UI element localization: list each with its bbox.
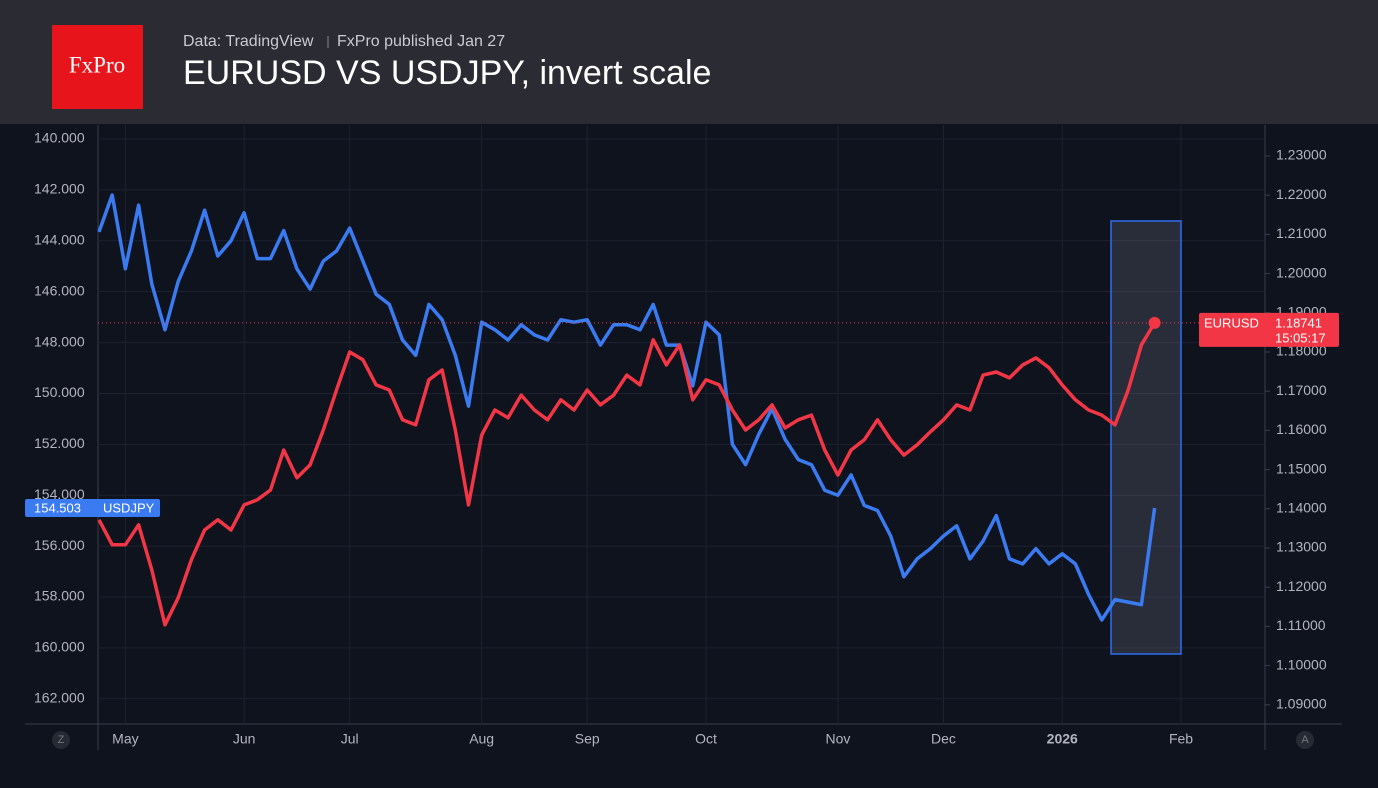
y-tick-label: 154.000 bbox=[34, 486, 85, 502]
y-tick-label: 150.000 bbox=[34, 384, 85, 400]
last-value: 154.503 bbox=[34, 500, 81, 515]
y-tick-label: 148.000 bbox=[34, 333, 85, 349]
logo-box bbox=[52, 25, 143, 109]
y-tick-label: 158.000 bbox=[34, 588, 85, 604]
y-tick-label: 152.000 bbox=[34, 435, 85, 451]
x-tick-label: May bbox=[112, 731, 138, 747]
y2-tick-label: 1.16000 bbox=[1276, 421, 1327, 437]
x-tick-label: Nov bbox=[825, 731, 850, 747]
price-tag bbox=[1199, 312, 1339, 347]
y2-tick-label: 1.13000 bbox=[1276, 539, 1327, 555]
y2-tick-label: 1.14000 bbox=[1276, 499, 1327, 515]
y2-tick-label: 1.15000 bbox=[1276, 460, 1327, 476]
last-value: 1.18741 bbox=[1275, 315, 1322, 330]
y2-tick-label: 1.10000 bbox=[1276, 656, 1327, 672]
y-tick-label: 162.000 bbox=[34, 690, 85, 706]
y-tick-label: 140.000 bbox=[34, 130, 85, 146]
y-tick-label: 142.000 bbox=[34, 181, 85, 197]
y2-tick-label: 1.23000 bbox=[1276, 147, 1327, 163]
x-tick-label: 2026 bbox=[1047, 731, 1078, 747]
y-tick-label: 156.000 bbox=[34, 537, 85, 553]
x-tick-label: Feb bbox=[1169, 731, 1193, 747]
corner-label: A bbox=[1301, 734, 1309, 746]
corner-label: Z bbox=[58, 734, 65, 746]
y2-tick-label: 1.11000 bbox=[1276, 617, 1326, 633]
y2-tick-label: 1.17000 bbox=[1276, 382, 1327, 398]
y-tick-label: 144.000 bbox=[34, 231, 85, 247]
x-tick-label: Dec bbox=[931, 731, 956, 747]
last-point bbox=[1148, 316, 1161, 329]
line-series bbox=[97, 193, 1157, 622]
series-name: EURUSD bbox=[1204, 315, 1259, 330]
series-name: USDJPY bbox=[103, 500, 155, 515]
header bbox=[0, 0, 1378, 124]
corner-button[interactable] bbox=[52, 731, 70, 749]
countdown: 15:05:17 bbox=[1275, 330, 1326, 345]
y-tick-label: 160.000 bbox=[34, 639, 85, 655]
y-tick-label: 146.000 bbox=[34, 282, 85, 298]
source: Data: TradingView bbox=[183, 33, 314, 50]
price-tag bbox=[25, 499, 160, 518]
y2-tick-label: 1.09000 bbox=[1276, 695, 1327, 711]
highlight-box bbox=[1110, 220, 1182, 655]
corner-button[interactable] bbox=[1296, 731, 1314, 749]
x-tick-label: Aug bbox=[469, 731, 494, 747]
x-tick-label: Jul bbox=[341, 731, 359, 747]
y2-tick-label: 1.12000 bbox=[1276, 578, 1327, 594]
x-tick-label: Oct bbox=[695, 731, 717, 747]
chart-title: EURUSD VS USDJPY, invert scale bbox=[183, 54, 711, 92]
y2-tick-label: 1.21000 bbox=[1276, 225, 1327, 241]
y2-tick-label: 1.22000 bbox=[1276, 186, 1327, 202]
line-series bbox=[97, 321, 1157, 627]
x-tick-label: Jun bbox=[233, 731, 256, 747]
logo: FxPro bbox=[69, 52, 125, 77]
x-tick-label: Sep bbox=[575, 731, 600, 747]
y2-tick-label: 1.20000 bbox=[1276, 264, 1327, 280]
publisher: FxPro published Jan 27 bbox=[337, 33, 505, 50]
